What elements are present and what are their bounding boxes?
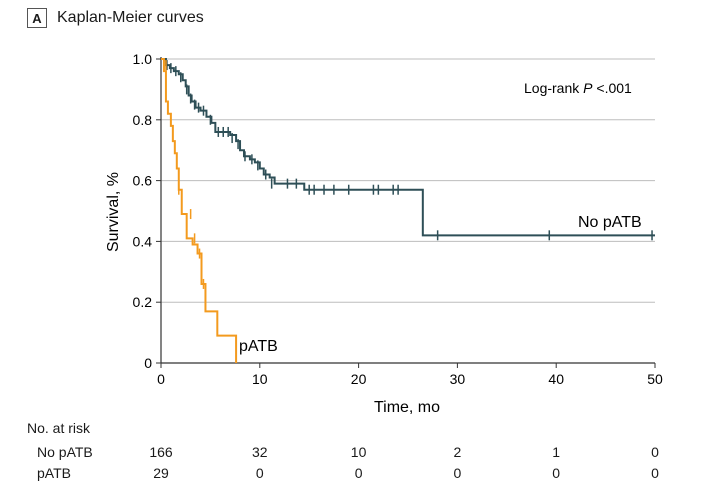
risk-row-label-no-patb: No pATB <box>37 444 93 460</box>
risk-cell: 0 <box>354 465 363 481</box>
series-layer: No pATB pATB <box>161 58 655 363</box>
x-tick-label: 30 <box>450 371 466 387</box>
x-axis-label: Time, mo <box>374 399 440 416</box>
risk-cell: 32 <box>252 444 268 460</box>
y-tick-label: 0.8 <box>133 112 153 128</box>
risk-cell: 1 <box>552 444 561 460</box>
series-label-patb: pATB <box>239 338 278 355</box>
y-tick-label: 0.6 <box>133 173 153 189</box>
risk-cell: 29 <box>153 465 169 481</box>
y-tick-label: 0.2 <box>133 294 153 310</box>
log-rank-annotation: Log-rank P <.001 <box>524 80 632 96</box>
axes: 0 0.2 0.4 0.6 0.8 1.0 0 10 20 30 40 50 <box>133 51 663 387</box>
risk-row-label-patb: pATB <box>37 465 71 481</box>
km-chart: 00.20.40.60.81.00 10 20 30 40 50 No pATBpATB … <box>105 51 663 416</box>
panel-badge: A <box>27 8 47 28</box>
y-tick-label: 1.0 <box>133 51 153 67</box>
risk-cell: 2 <box>453 444 462 460</box>
annotation-prefix: Log-rank <box>524 80 583 96</box>
risk-cell: 0 <box>255 465 264 481</box>
y-axis-label: Survival, % <box>105 172 122 252</box>
x-tick-label: 10 <box>252 371 268 387</box>
x-tick-label: 0 <box>157 371 165 387</box>
x-tick-label: 40 <box>548 371 564 387</box>
x-tick-label: 20 <box>351 371 367 387</box>
y-tick-label: 0 <box>144 355 152 371</box>
gridlines <box>161 58 655 303</box>
risk-cell: 10 <box>350 444 367 460</box>
panel-title: Kaplan-Meier curves <box>57 9 204 26</box>
annotation-p: P <box>583 80 593 96</box>
y-tick-label: 0.4 <box>133 233 153 249</box>
risk-cell: 0 <box>651 465 659 481</box>
x-tick-label: 50 <box>647 371 663 387</box>
risk-cell: 0 <box>552 465 561 481</box>
series-label-no-patb: No pATB <box>578 214 642 231</box>
risk-cell: 166 <box>149 444 173 460</box>
annotation-suffix: <.001 <box>593 80 633 96</box>
risk-table-heading: No. at risk <box>27 420 91 436</box>
risk-cell: 0 <box>453 465 462 481</box>
risk-cell: 0 <box>651 444 659 460</box>
